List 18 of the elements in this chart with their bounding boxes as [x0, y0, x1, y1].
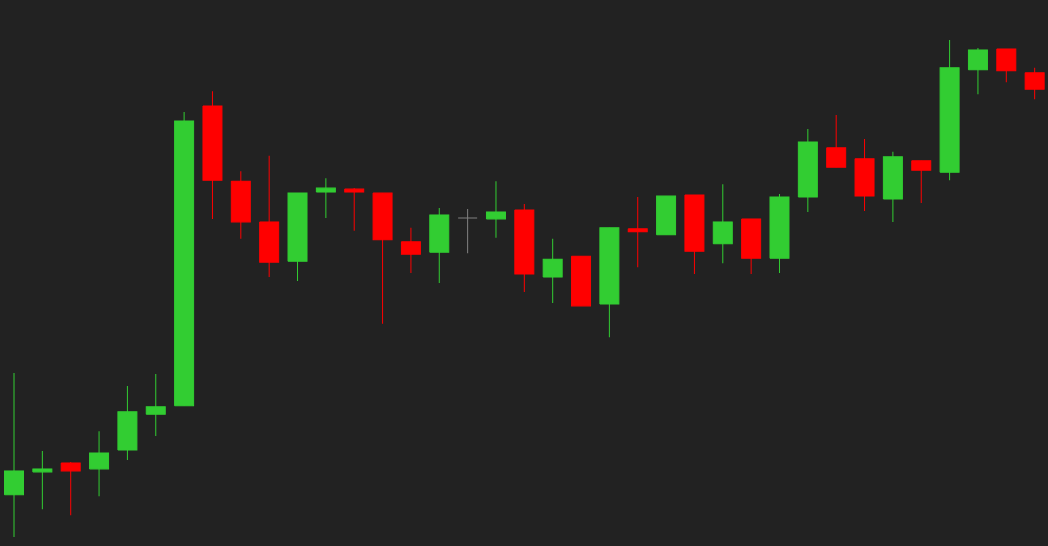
- candlestick: [712, 183, 733, 264]
- candlestick: [485, 180, 506, 239]
- candlestick: [967, 47, 988, 95]
- candlestick: [315, 177, 336, 219]
- candlestick: [32, 450, 53, 510]
- candlestick: [627, 196, 648, 268]
- candlestick: [344, 187, 365, 232]
- candlestick: [89, 430, 110, 497]
- candlestick: [542, 238, 563, 304]
- candlestick: [457, 208, 478, 254]
- candlestick: [996, 48, 1017, 83]
- candlestick: [1024, 67, 1045, 100]
- candlestick: [4, 372, 24, 538]
- candlestick: [911, 160, 932, 204]
- candlestick: [400, 227, 421, 274]
- candlestick: [826, 114, 847, 168]
- candlestick: [60, 461, 81, 516]
- candlestick: [145, 373, 166, 437]
